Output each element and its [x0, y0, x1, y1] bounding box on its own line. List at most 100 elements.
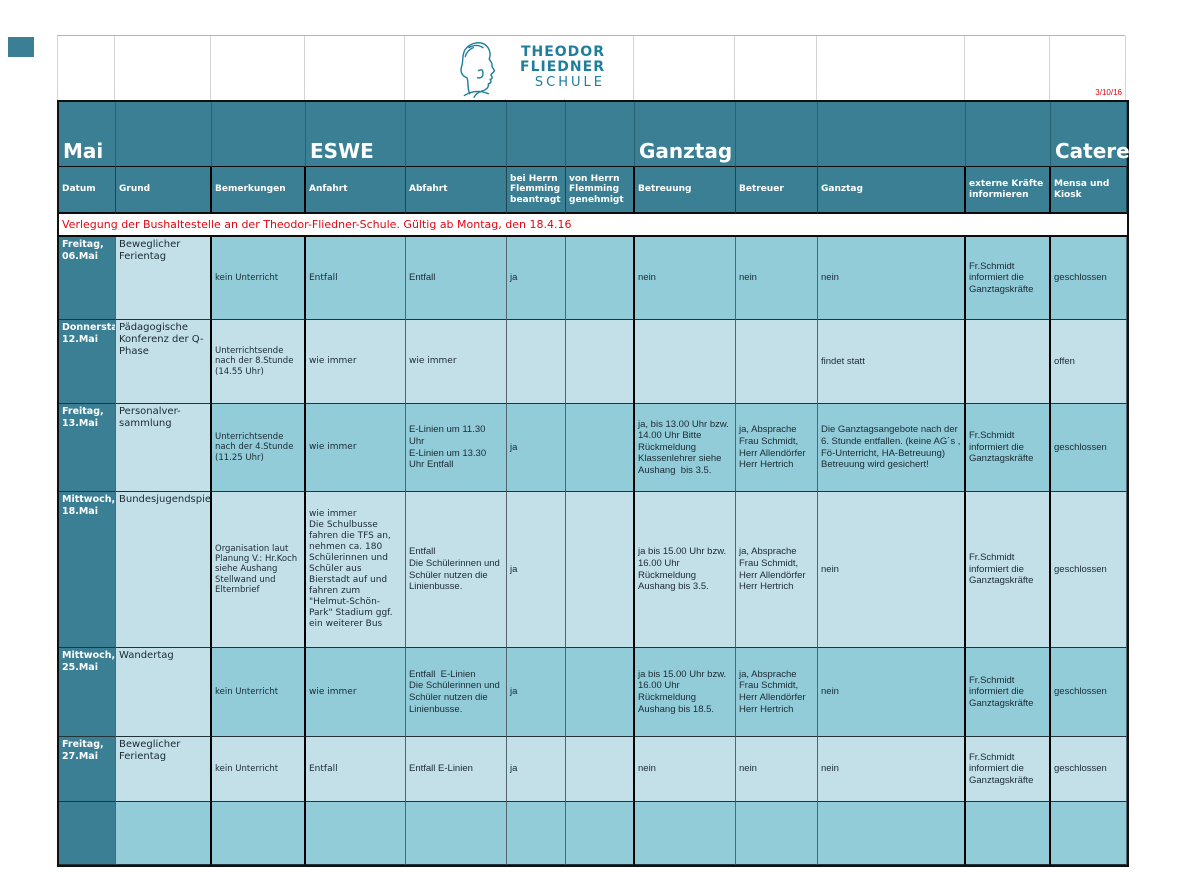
logo-line: THEODOR	[520, 43, 605, 60]
cell-genehmigt	[566, 320, 635, 404]
cell-betreuer: nein	[736, 237, 818, 320]
grid-cell	[965, 36, 1050, 100]
grid-cell	[735, 36, 817, 100]
cell-beantragt: ja	[507, 404, 566, 492]
cell-grund: Pädagogische Konferenz der Q-Phase	[116, 320, 212, 404]
cell-ganztag: Die Ganztagsangebote nach der 6. Stunde …	[818, 404, 966, 492]
cell-betreuer: ja, Absprache Frau Schmidt, Herr Allendö…	[736, 404, 818, 492]
cell-anfahrt	[306, 802, 406, 865]
band-cell	[966, 102, 1051, 167]
cell-grund: Wandertag	[116, 648, 212, 737]
band-cell	[818, 102, 966, 167]
cell-genehmigt	[566, 802, 635, 865]
cell-genehmigt	[566, 648, 635, 737]
cell-datum: Freitag, 13.Mai	[59, 404, 116, 492]
grid-cell	[634, 36, 735, 100]
logo-line: SCHULE	[534, 74, 605, 90]
cell-externe: Fr.Schmidt informiert die Ganztagskräfte	[966, 737, 1051, 802]
cell-bemerkungen: Organisation laut Planung V.: Hr.Koch si…	[212, 492, 306, 648]
grid-cell	[115, 36, 211, 100]
cell-genehmigt	[566, 237, 635, 320]
cell-grund: Bundesjugendspiele	[116, 492, 212, 648]
cell-beantragt: ja	[507, 737, 566, 802]
col-header-betreuung: Betreuung	[635, 167, 736, 214]
cell-abfahrt: wie immer	[406, 320, 507, 404]
notice-banner: Verlegung der Bushaltestelle an der Theo…	[59, 214, 1127, 237]
section-label-ganztag: Ganztag	[635, 102, 736, 167]
cell-datum: Freitag, 06.Mai	[59, 237, 116, 320]
col-header-ganztag: Ganztag	[818, 167, 966, 214]
cell-anfahrt: Entfall	[306, 237, 406, 320]
cell-bemerkungen: kein Unterricht	[212, 237, 306, 320]
cell-abfahrt: E-Linien um 11.30 Uhr E-Linien um 13.30 …	[406, 404, 507, 492]
cell-genehmigt	[566, 404, 635, 492]
cell-grund	[116, 802, 212, 865]
section-label-month: Mai	[59, 102, 116, 167]
cell-datum: Mittwoch, 25.Mai	[59, 648, 116, 737]
cell-externe	[966, 320, 1051, 404]
cell-externe: Fr.Schmidt informiert die Ganztagskräfte	[966, 237, 1051, 320]
grid-cell	[817, 36, 965, 100]
cell-betreuer: ja, Absprache Frau Schmidt, Herr Allendö…	[736, 648, 818, 737]
logo-line: FLIEDNER	[520, 59, 605, 76]
cell-betreuer: ja, Absprache Frau Schmidt, Herr Allendö…	[736, 492, 818, 648]
band-cell	[116, 102, 212, 167]
col-header-grund: Grund	[116, 167, 212, 214]
corner-cell	[8, 37, 34, 57]
cell-ganztag: nein	[818, 648, 966, 737]
cell-anfahrt: Entfall	[306, 737, 406, 802]
grid-cell	[1050, 36, 1126, 100]
col-header-externe: externe Kräfte informieren	[966, 167, 1051, 214]
cell-betreuung	[635, 320, 736, 404]
cell-mensa	[1051, 802, 1127, 865]
cell-genehmigt	[566, 492, 635, 648]
cell-beantragt: ja	[507, 648, 566, 737]
cell-betreuung: ja bis 15.00 Uhr bzw. 16.00 Uhr Rückmeld…	[635, 648, 736, 737]
cell-datum: Mittwoch, 18.Mai	[59, 492, 116, 648]
section-label-eswe: ESWE	[306, 102, 406, 167]
cell-betreuung: nein	[635, 237, 736, 320]
cell-beantragt	[507, 802, 566, 865]
cell-datum: Donnerstag, 12.Mai	[59, 320, 116, 404]
grid-cell	[58, 36, 115, 100]
cell-betreuung: ja bis 15.00 Uhr bzw. 16.00 Uhr Rückmeld…	[635, 492, 736, 648]
cell-betreuung: nein	[635, 737, 736, 802]
col-header-beantragt: bei Herrn Flemming beantragt	[507, 167, 566, 214]
cell-bemerkungen: kein Unterricht	[212, 648, 306, 737]
col-header-genehmigt: von Herrn Flemming genehmigt	[566, 167, 635, 214]
col-header-mensa: Mensa und Kiosk	[1051, 167, 1127, 214]
cell-externe: Fr.Schmidt informiert die Ganztagskräfte	[966, 404, 1051, 492]
col-header-anfahrt: Anfahrt	[306, 167, 406, 214]
cell-beantragt: ja	[507, 237, 566, 320]
cell-betreuer	[736, 320, 818, 404]
cell-datum: Freitag, 27.Mai	[59, 737, 116, 802]
schedule-table: Mai ESWE Ganztag Caterer Datum Grund Bem…	[57, 100, 1140, 867]
band-cell	[406, 102, 507, 167]
cell-mensa: geschlossen	[1051, 404, 1127, 492]
col-header-datum: Datum	[59, 167, 116, 214]
cell-externe	[966, 802, 1051, 865]
cell-abfahrt: Entfall	[406, 237, 507, 320]
cell-grund: Beweglicher Ferientag	[116, 237, 212, 320]
cell-grund: Personalver-sammlung	[116, 404, 212, 492]
date-stamp: 3/10/16	[1095, 88, 1122, 97]
cell-anfahrt: wie immer	[306, 648, 406, 737]
col-header-betreuer: Betreuer	[736, 167, 818, 214]
logo-text: THEODOR FLIEDNER SCHULE	[509, 43, 605, 91]
cell-beantragt	[507, 320, 566, 404]
cell-ganztag	[818, 802, 966, 865]
cell-mensa: geschlossen	[1051, 492, 1127, 648]
band-cell	[566, 102, 635, 167]
cell-externe: Fr.Schmidt informiert die Ganztagskräfte	[966, 648, 1051, 737]
band-cell	[736, 102, 818, 167]
cell-abfahrt	[406, 802, 507, 865]
cell-anfahrt: wie immer	[306, 404, 406, 492]
col-header-bemerkungen: Bemerkungen	[212, 167, 306, 214]
cell-bemerkungen: Unterrichtsende nach der 4.Stunde (11.25…	[212, 404, 306, 492]
cell-ganztag: nein	[818, 737, 966, 802]
cell-externe: Fr.Schmidt informiert die Ganztagskräfte	[966, 492, 1051, 648]
grid-cell	[211, 36, 305, 100]
cell-bemerkungen: Unterrichtsende nach der 8.Stunde (14.55…	[212, 320, 306, 404]
cell-mensa: geschlossen	[1051, 648, 1127, 737]
